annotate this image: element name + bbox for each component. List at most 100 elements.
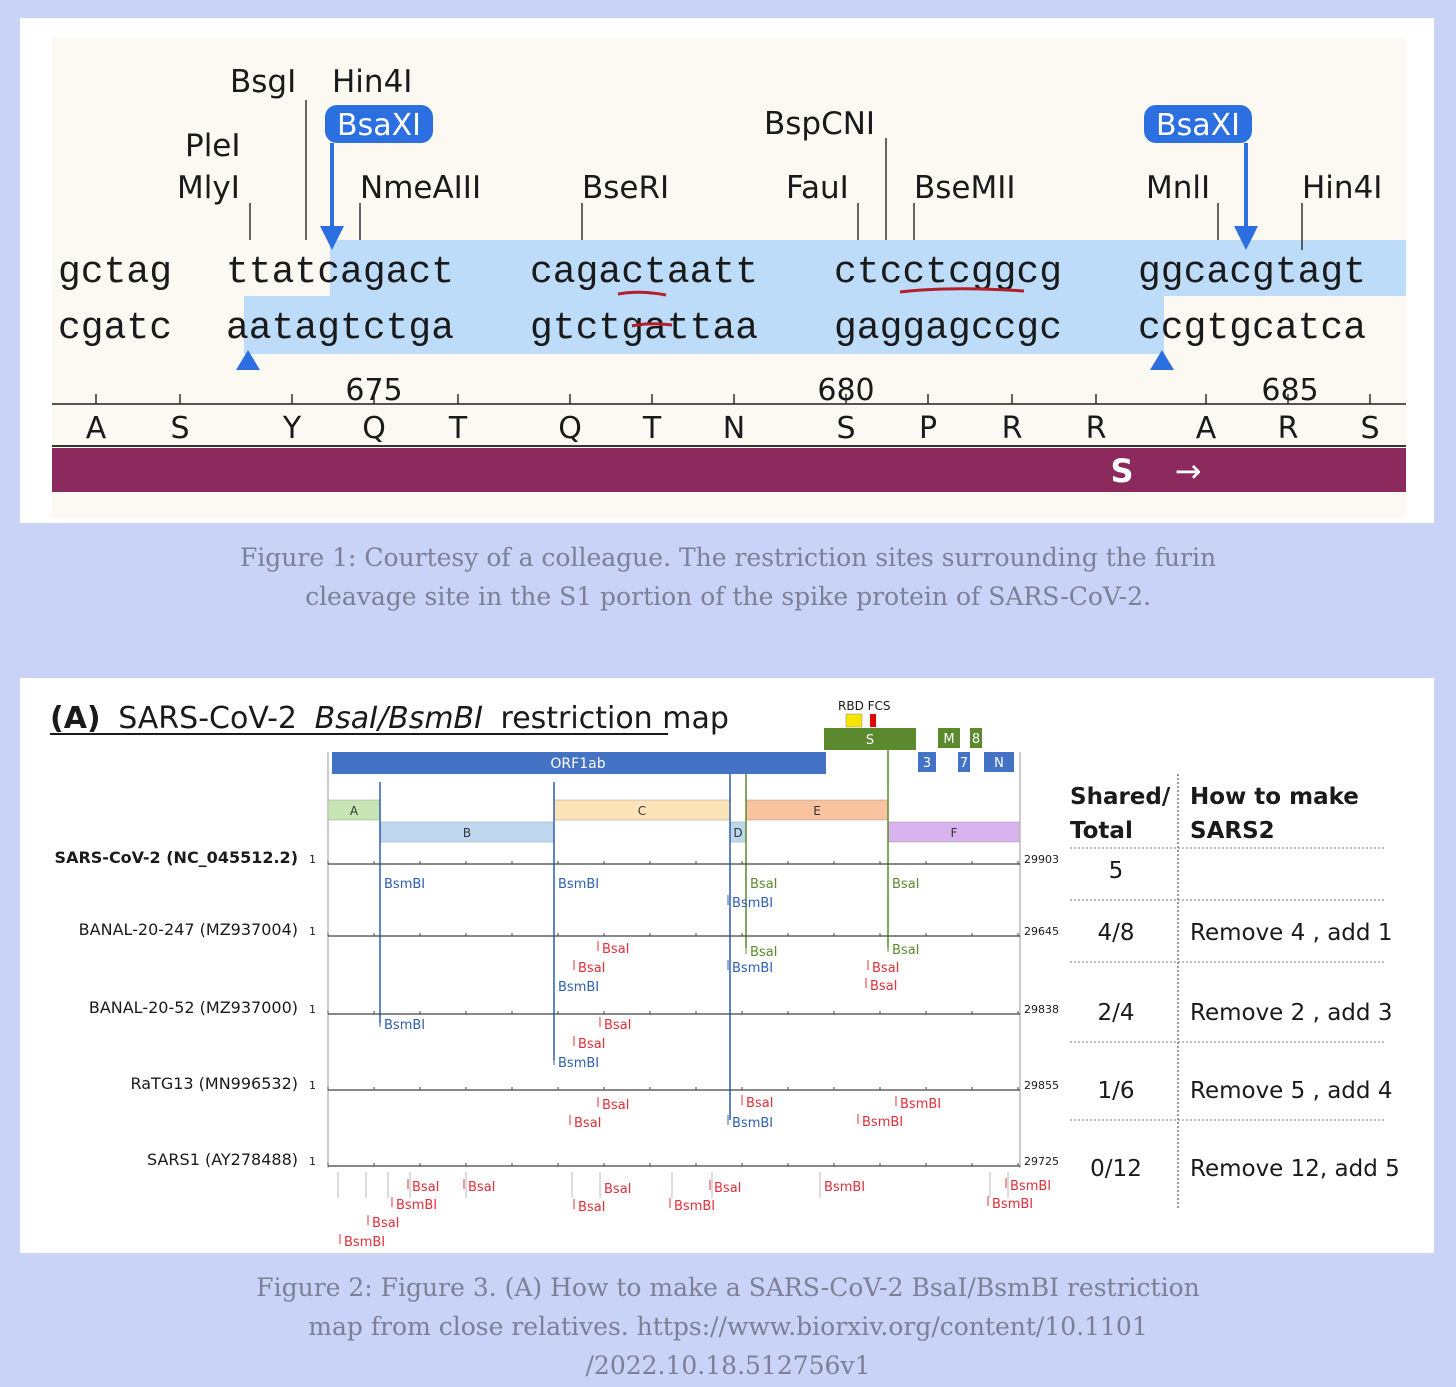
arrow-down-icon [320, 226, 344, 250]
amino-acid-t: T [642, 411, 662, 446]
bsai-site-label: BsaI [602, 942, 630, 957]
amino-acid-n: N [723, 411, 745, 446]
table-shared-total: 1/6 [1097, 1078, 1134, 1104]
bsai-site-label: BsaI [714, 1181, 742, 1196]
table-shared-total: 4/8 [1097, 920, 1134, 946]
rbd-fcs-label: RBD FCS [838, 699, 891, 713]
bottom-strand: cgatc aatagtctga gtctgattaa gaggagccgc c… [58, 307, 1366, 350]
bsmbi-site-label: BsmBI [384, 877, 425, 892]
enzyme-faui: FauI [786, 170, 849, 206]
figure2-title: (A) SARS-CoV-2 BsaI/BsmBI restriction ma… [50, 701, 729, 736]
cut-triangle-left-icon [236, 350, 260, 370]
table-header-shared-2: Total [1070, 818, 1133, 844]
amino-acid-q: Q [362, 411, 386, 446]
cut-triangle-right-icon [1150, 350, 1174, 370]
figure1-caption-line2: cleavage site in the S1 portion of the s… [305, 582, 1151, 611]
amino-acid-s: S [836, 411, 855, 446]
gene-orf1ab-box [332, 752, 826, 774]
segment-b-label: B [463, 826, 471, 840]
strikethrough-ga-mark [631, 322, 673, 328]
figure2-caption-line1: Figure 2: Figure 3. (A) How to make a SA… [256, 1273, 1200, 1302]
table-shared-total: 0/12 [1090, 1156, 1142, 1182]
enzyme-bseri: BseRI [582, 170, 669, 206]
genome-row-end: 29725 [1024, 1155, 1059, 1168]
bsai-site-label: BsaI [412, 1180, 440, 1195]
bsaxi-left-badge: BsaXI [320, 105, 433, 250]
bsmbi-site-label: BsmBI [558, 877, 599, 892]
fcs-marker [870, 714, 876, 727]
bsmbi-site-label: BsmBI [732, 961, 773, 976]
segment-c-label: C [638, 804, 646, 818]
restriction-map-diagram: (A) SARS-CoV-2 BsaI/BsmBI restriction ma… [50, 699, 1400, 1250]
bsai-site-label: BsaI [604, 1018, 632, 1033]
genome-row-name: SARS-CoV-2 (NC_045512.2) [55, 848, 298, 867]
amino-acid-a: A [86, 411, 107, 446]
genome-row-name: BANAL-20-52 (MZ937000) [89, 998, 298, 1017]
figure1-caption-line1: Figure 1: Courtesy of a colleague. The r… [239, 543, 1217, 572]
table-rows: 5 4/8 Remove 4 , add 1 2/4 Remove 2 , add 3 1… [1070, 847, 1400, 1182]
gene-3-label: 3 [923, 756, 931, 771]
restriction-site-diagram: BsgI Hin4I PleI MlyI NmeAIII BseRI BspCN… [52, 38, 1406, 518]
bottom-strand-group-1: cgatc [58, 307, 172, 350]
gene-8-label: 8 [972, 732, 980, 747]
genome-row-name: RaTG13 (MN996532) [130, 1074, 298, 1093]
genome-row-start: 1 [309, 853, 316, 866]
top-strand-group-3: cagactaatt [530, 251, 758, 294]
enzyme-nmeaiii: NmeAIII [360, 170, 481, 206]
gene-s-label: S [866, 733, 874, 748]
genome-row-start: 1 [309, 925, 316, 938]
bsmbi-site-label: BsmBI [384, 1018, 425, 1033]
bsai-site-label: BsaI [746, 1096, 774, 1111]
bsmbi-site-label: BsmBI [732, 1116, 773, 1131]
arrow-down-icon [1234, 226, 1258, 250]
bsai-site-label: BsaI [870, 979, 898, 994]
figure1-caption: Figure 1: Courtesy of a colleague. The r… [0, 538, 1456, 616]
genome-row-start: 1 [309, 1155, 316, 1168]
amino-acid-r: R [1278, 411, 1299, 446]
gene-n-box [984, 752, 1014, 772]
bsai-site-label: BsaI [604, 1182, 632, 1197]
segment-a-label: A [350, 804, 359, 818]
figure2-panel: (A) SARS-CoV-2 BsaI/BsmBI restriction ma… [20, 678, 1434, 1253]
bsai-site-label: BsaI [892, 877, 920, 892]
bsai-site-label: BsaI [468, 1180, 496, 1195]
genome-row-end: 29838 [1024, 1003, 1059, 1016]
genome-row-name: SARS1 (AY278488) [147, 1150, 298, 1169]
gene-s-box [824, 728, 916, 750]
bsai-site-label: BsaI [602, 1098, 630, 1113]
table-header-how-1: How to make [1190, 784, 1359, 810]
bsmbi-site-label: BsmBI [674, 1199, 715, 1214]
svg-text:BsaXI: BsaXI [1156, 108, 1240, 143]
feature-arrow-icon: → [1175, 452, 1202, 490]
enzyme-bsemii: BseMII [914, 170, 1016, 206]
gene-3-box [918, 752, 936, 772]
table-how-to-make: Remove 2 , add 3 [1190, 1000, 1392, 1026]
bsai-site-label: BsaI [892, 943, 920, 958]
ruler-680: 680 [817, 373, 874, 408]
bsai-site-label: BsaI [372, 1216, 400, 1231]
bsai-site-label: BsaI [574, 1116, 602, 1131]
figure1-panel: BsgI Hin4I PleI MlyI NmeAIII BseRI BspCN… [20, 18, 1434, 523]
bsmbi-site-label: BsmBI [900, 1097, 941, 1112]
genome-row-end: 29645 [1024, 925, 1059, 938]
bsai-site-label: BsaI [750, 877, 778, 892]
feature-bar-s [52, 448, 1406, 492]
segment-f-label: F [951, 826, 958, 840]
amino-acid-r: R [1002, 411, 1023, 446]
genome-row-start: 1 [309, 1003, 316, 1016]
table-header-how-2: SARS2 [1190, 818, 1275, 844]
top-strand-group-2: ttatcagact [226, 251, 454, 294]
amino-acid-p: P [919, 411, 937, 446]
segment-d-label: D [733, 826, 742, 840]
bsmbi-site-label: BsmBI [558, 980, 599, 995]
gene-7-box [958, 752, 970, 772]
amino-acid-t: T [448, 411, 468, 446]
table-header-shared-1: Shared/ [1070, 784, 1171, 810]
figure2-caption-line2: map from close relatives. https://www.bi… [308, 1312, 1148, 1341]
amino-acid-a: A [1196, 411, 1217, 446]
bsai-site-label: BsaI [872, 961, 900, 976]
bsai-site-label: BsaI [578, 1037, 606, 1052]
feature-label-s: S [1110, 452, 1133, 490]
bsmbi-site-label: BsmBI [558, 1056, 599, 1071]
